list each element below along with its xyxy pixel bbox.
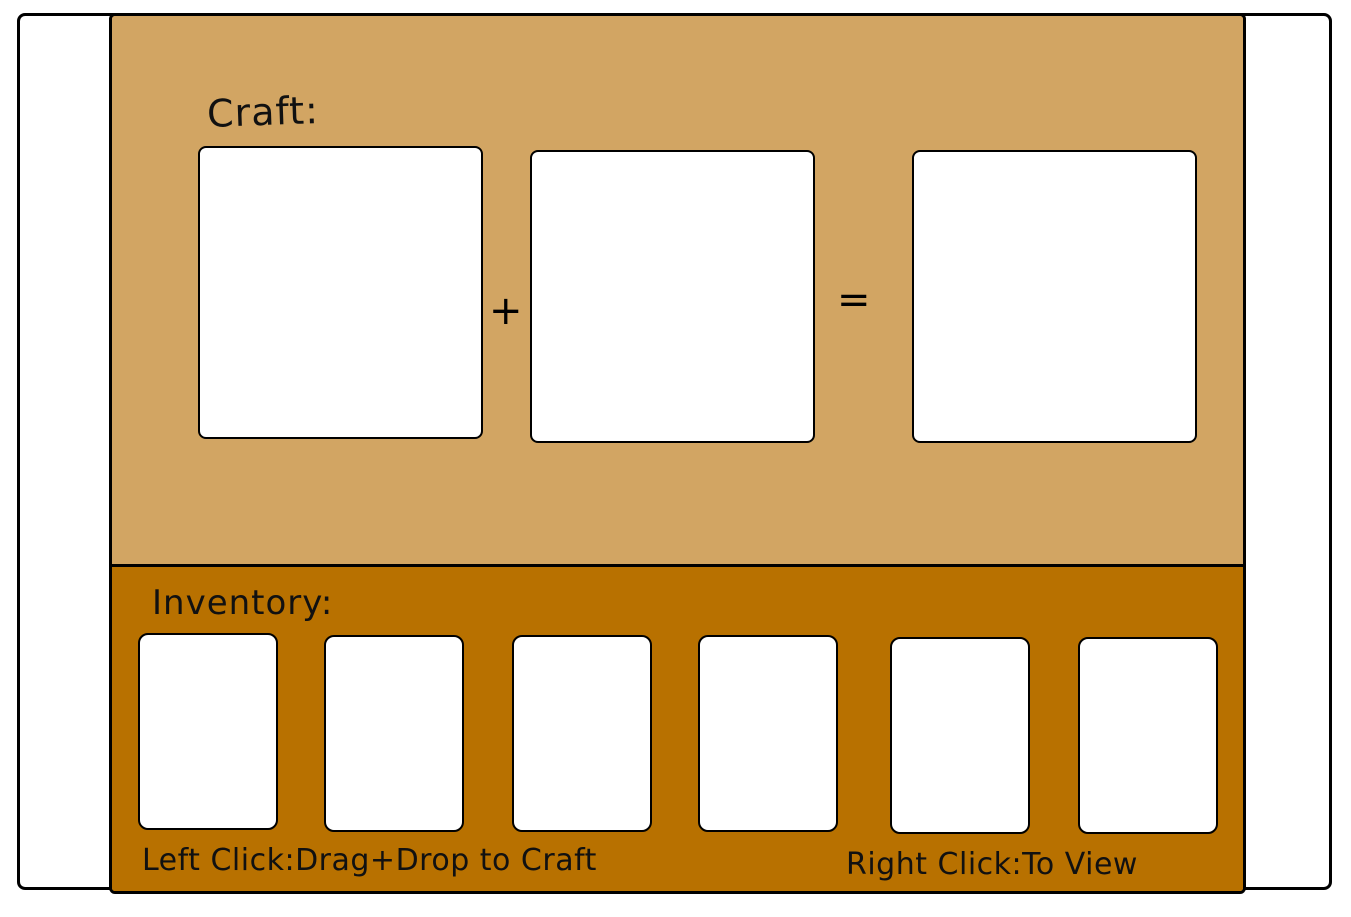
crafting-game-panel: Craft: + = Inventory: Left Click:Drag+Dr… [109, 13, 1246, 894]
inventory-slot-6[interactable] [1078, 637, 1218, 834]
plus-sign: + [489, 288, 523, 334]
inventory-slot-5[interactable] [890, 637, 1030, 834]
left-click-hint: Left Click:Drag+Drop to Craft [142, 843, 597, 878]
equals-sign: = [837, 277, 871, 323]
craft-result-slot[interactable] [912, 150, 1197, 443]
craft-input-slot-1[interactable] [198, 146, 483, 439]
inventory-slot-3[interactable] [512, 635, 652, 832]
inventory-slot-1[interactable] [138, 633, 278, 830]
craft-title: Craft: [206, 88, 320, 136]
inventory-area: Inventory: Left Click:Drag+Drop to Craft… [112, 564, 1243, 891]
inventory-slot-2[interactable] [324, 635, 464, 832]
craft-input-slot-2[interactable] [530, 150, 815, 443]
inventory-title: Inventory: [152, 583, 334, 623]
inventory-slot-4[interactable] [698, 635, 838, 832]
right-click-hint: Right Click:To View [846, 847, 1138, 882]
craft-area: Craft: + = [112, 16, 1243, 564]
